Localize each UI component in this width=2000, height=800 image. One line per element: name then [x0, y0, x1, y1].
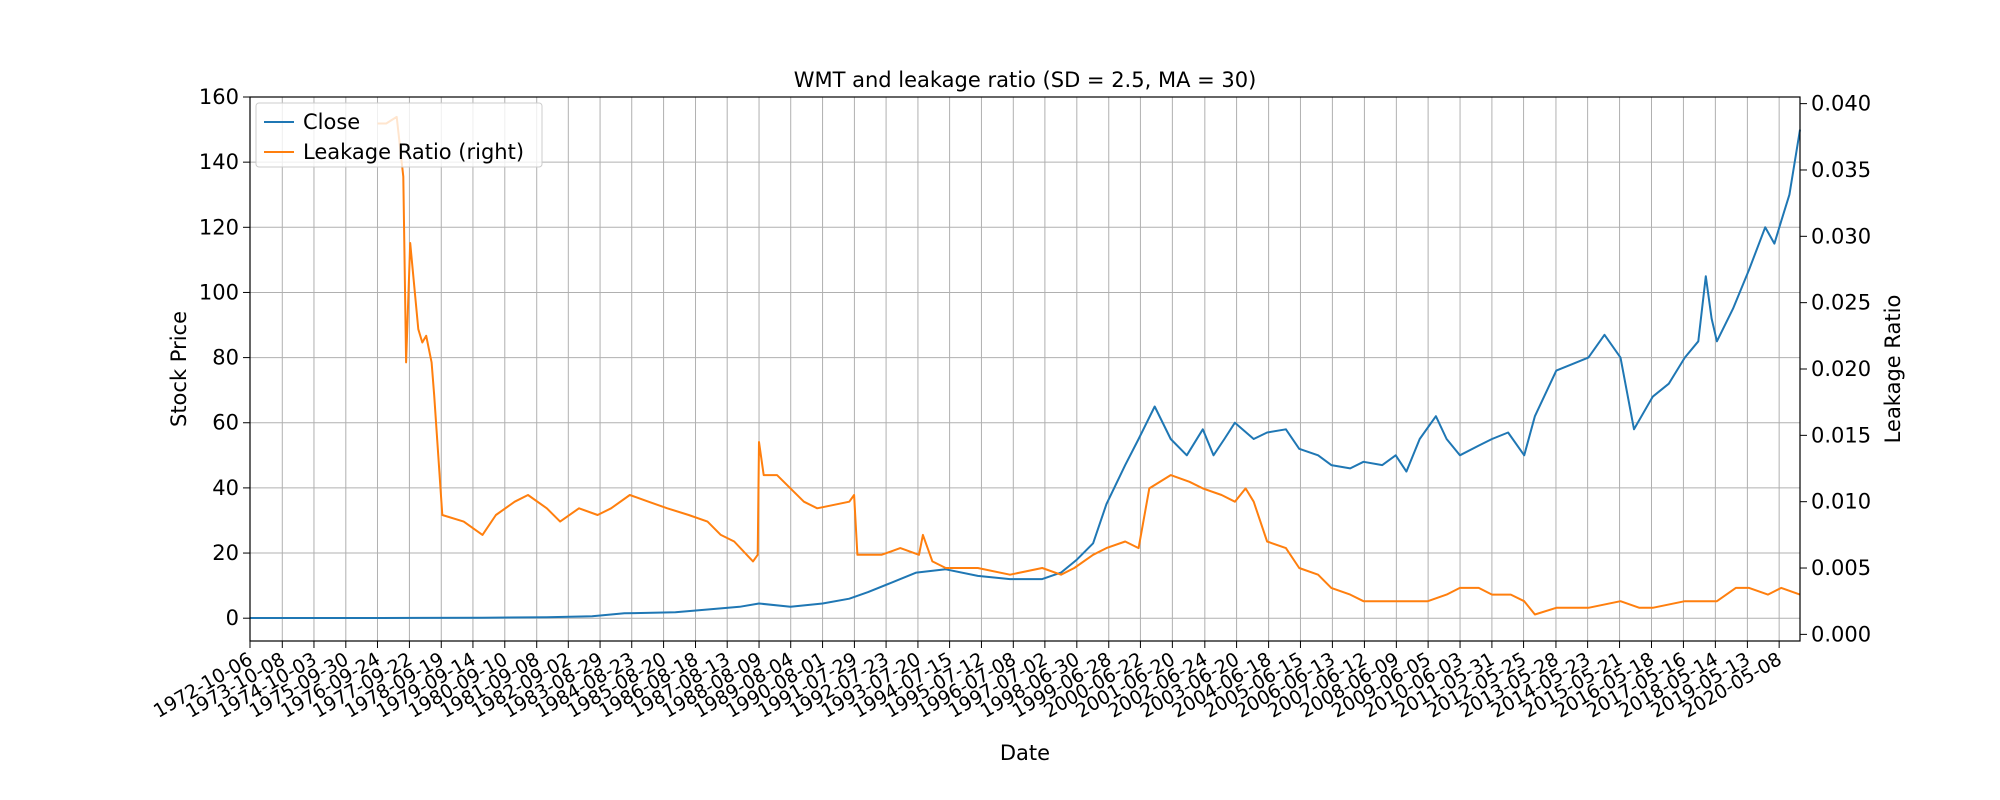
- y-tick-label: 160: [199, 85, 239, 109]
- y-axis-label-right: Leakage Ratio: [1881, 295, 1905, 444]
- y-right-tick-label: 0.025: [1811, 291, 1871, 315]
- y-tick-label: 20: [212, 541, 239, 565]
- y-right-tick-label: 0.030: [1811, 224, 1871, 248]
- y-tick-label: 60: [212, 411, 239, 435]
- legend-label-leakage: Leakage Ratio (right): [303, 140, 524, 164]
- legend-box: [255, 102, 543, 168]
- y-tick-label: 80: [212, 346, 239, 370]
- y-right-tick-label: 0.035: [1811, 158, 1871, 182]
- y-tick-label: 120: [199, 215, 239, 239]
- y-right-tick-label: 0.005: [1811, 556, 1871, 580]
- chart-title: WMT and leakage ratio (SD = 2.5, MA = 30…: [794, 68, 1257, 92]
- grid: [249, 96, 1800, 641]
- y-right-tick-label: 0.040: [1811, 92, 1871, 116]
- legend-label-close: Close: [303, 110, 360, 134]
- y-right-tick-label: 0.020: [1811, 357, 1871, 381]
- y-axis-label-left: Stock Price: [167, 311, 191, 427]
- series-layer: [250, 115, 1801, 619]
- y-tick-label: 140: [199, 150, 239, 174]
- legend: Close Leakage Ratio (right): [255, 102, 543, 168]
- series-line-leakage-ratio: [377, 115, 1801, 616]
- series-line-close: [250, 129, 1801, 619]
- y-tick-label: 40: [212, 476, 239, 500]
- y-right-tick-label: 0.010: [1811, 490, 1871, 514]
- y-tick-label: 0: [226, 606, 239, 630]
- ticks: 1972-10-061973-10-081974-10-031975-09-30…: [150, 85, 1871, 723]
- plot-frame: [249, 96, 1801, 642]
- y-tick-label: 100: [199, 280, 239, 304]
- x-axis-label: Date: [1000, 741, 1050, 765]
- y-right-tick-label: 0.000: [1811, 622, 1871, 646]
- y-right-tick-label: 0.015: [1811, 423, 1871, 447]
